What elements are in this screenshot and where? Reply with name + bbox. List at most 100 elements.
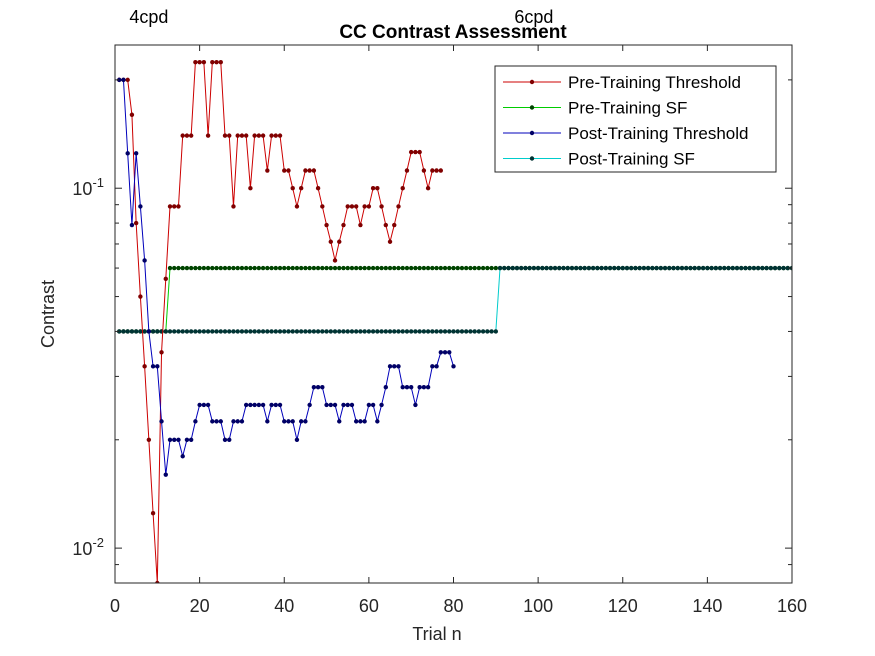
data-point: [303, 329, 308, 334]
data-point: [404, 265, 410, 271]
data-point: [722, 265, 727, 271]
data-point: [218, 329, 223, 334]
data-point: [227, 133, 232, 138]
data-point: [265, 168, 270, 173]
data-point: [692, 265, 697, 271]
data-point: [358, 329, 363, 334]
data-point: [235, 265, 240, 271]
data-point: [544, 265, 549, 271]
data-point: [328, 329, 333, 334]
data-point: [184, 133, 190, 138]
data-point: [248, 186, 253, 191]
data-point: [252, 329, 257, 334]
data-point: [620, 265, 625, 271]
data-point: [227, 437, 232, 442]
data-point: [311, 265, 317, 271]
data-point: [273, 329, 278, 334]
data-point: [730, 265, 735, 271]
data-point: [430, 265, 435, 271]
data-point: [252, 402, 257, 408]
data-point: [197, 329, 202, 334]
data-point: [650, 265, 655, 271]
data-point: [205, 265, 211, 271]
data-point: [277, 329, 283, 334]
data-point: [493, 329, 499, 334]
data-point: [370, 186, 376, 191]
data-point: [172, 265, 177, 271]
data-point: [163, 472, 168, 477]
data-point: [117, 329, 122, 334]
data-point: [303, 168, 308, 173]
data-point: [320, 329, 325, 334]
data-point: [320, 265, 325, 271]
data-point: [155, 329, 160, 334]
data-point: [218, 59, 223, 65]
data-point: [396, 204, 401, 209]
x-tick-label: 140: [692, 596, 722, 616]
data-point: [286, 419, 291, 424]
data-point: [413, 265, 418, 271]
data-point: [176, 204, 181, 209]
data-point: [781, 265, 786, 271]
data-point: [307, 329, 312, 334]
data-point: [243, 402, 249, 408]
data-point: [561, 265, 566, 271]
data-point: [540, 265, 545, 271]
data-point: [493, 265, 499, 271]
data-point: [667, 265, 672, 271]
chart-annotations: 4cpd 6cpd: [129, 7, 553, 27]
data-point: [290, 186, 295, 191]
data-point: [425, 329, 431, 334]
data-point: [400, 329, 405, 334]
data-point: [624, 265, 630, 271]
ticks-layer: 0 20 40 60 80 100 120 140 160 10-1 10-2: [72, 45, 807, 616]
data-point: [612, 265, 617, 271]
data-point: [353, 265, 359, 271]
data-point: [717, 265, 723, 271]
data-point: [527, 265, 532, 271]
data-point: [243, 133, 249, 138]
data-point: [282, 419, 287, 424]
data-point: [434, 329, 439, 334]
data-point: [688, 265, 693, 271]
data-point: [739, 265, 744, 271]
data-point: [129, 329, 135, 334]
data-point: [447, 265, 452, 271]
data-point: [256, 329, 262, 334]
data-point: [290, 329, 295, 334]
data-point: [362, 329, 367, 334]
data-point: [641, 265, 647, 271]
x-tick-label: 0: [110, 596, 120, 616]
data-point: [121, 329, 126, 334]
data-point: [434, 168, 439, 173]
legend-label: Post-Training Threshold: [568, 124, 748, 143]
data-point: [341, 402, 346, 408]
data-point: [345, 402, 350, 408]
data-point: [603, 265, 609, 271]
data-point: [684, 265, 689, 271]
data-point: [565, 265, 570, 271]
data-point: [214, 265, 219, 271]
data-point: [387, 239, 393, 244]
data-point: [265, 265, 270, 271]
data-point: [535, 265, 541, 271]
data-point: [201, 265, 207, 271]
data-point: [785, 265, 790, 271]
legend-marker: [529, 156, 535, 161]
data-point: [332, 402, 338, 408]
data-point: [235, 133, 240, 138]
data-point: [273, 265, 278, 271]
data-point: [150, 329, 156, 334]
data-point: [227, 329, 232, 334]
data-point: [514, 265, 520, 271]
data-point: [366, 329, 372, 334]
data-point: [235, 419, 240, 424]
data-point: [637, 265, 642, 271]
data-point: [408, 384, 414, 390]
data-point: [324, 402, 329, 408]
data-point: [408, 329, 414, 334]
data-point: [324, 329, 329, 334]
data-point: [205, 133, 211, 138]
data-point: [176, 329, 181, 334]
data-point: [421, 168, 427, 173]
